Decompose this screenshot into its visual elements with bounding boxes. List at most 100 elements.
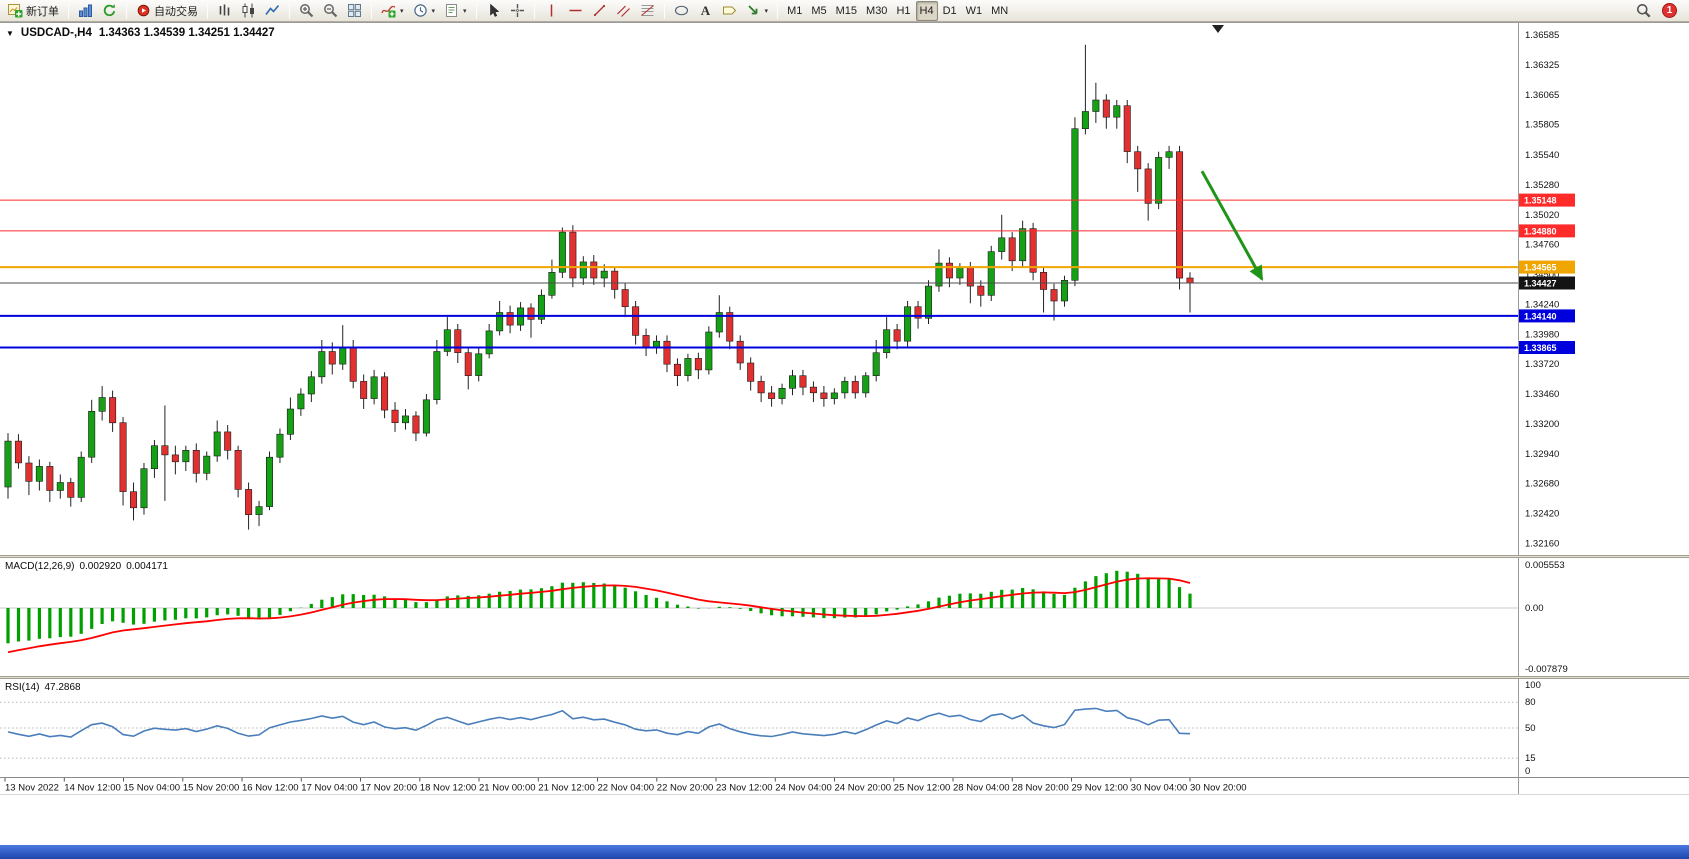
timeframe-M15-button[interactable]: M15 xyxy=(832,1,861,21)
svg-text:50: 50 xyxy=(1525,723,1536,734)
dropdown-caret-icon: ▾ xyxy=(764,7,769,15)
chart-shift-marker-icon[interactable] xyxy=(1212,25,1224,33)
time-axis-canvas[interactable]: 13 Nov 2022 14 Nov 12:00 15 Nov 04:00 15 No… xyxy=(0,777,1689,794)
zoomin-icon xyxy=(300,4,314,18)
chart-menu-icon[interactable]: ▼ xyxy=(6,28,14,38)
svg-text:1.34140: 1.34140 xyxy=(1524,311,1557,321)
shapes-icon xyxy=(674,5,688,16)
search-button[interactable] xyxy=(1632,1,1655,21)
clock-icon xyxy=(413,4,427,17)
timeframe-H1-button[interactable]: H1 xyxy=(892,1,914,21)
taskbar xyxy=(0,845,1689,859)
time-axis-svg: 13 Nov 2022 14 Nov 12:00 15 Nov 04:00 15 No… xyxy=(0,777,1689,794)
text-button[interactable]: A xyxy=(694,1,717,21)
timeframe-M1-button[interactable]: M1 xyxy=(783,1,806,21)
bars-icon xyxy=(219,4,230,16)
indicators-button[interactable]: ▾ xyxy=(377,1,408,21)
autotrading-button[interactable]: 自动交易 xyxy=(132,1,202,21)
toolbar-separator xyxy=(68,2,69,19)
fibonacci-button[interactable] xyxy=(636,1,659,21)
timeframe-M30-button[interactable]: M30 xyxy=(862,1,891,21)
rsi-canvas[interactable]: 100 80 50 15 0 xyxy=(0,679,1689,777)
search-icon xyxy=(1637,4,1651,18)
new-order-button[interactable]: 新订单 xyxy=(4,1,63,21)
toolbar-separator xyxy=(663,2,665,19)
svg-text:1.36325: 1.36325 xyxy=(1525,60,1559,71)
time-axis-labels[interactable]: 13 Nov 2022 14 Nov 12:00 15 Nov 04:00 15 No… xyxy=(4,778,1247,794)
svg-text:1.32160: 1.32160 xyxy=(1525,538,1559,549)
tile-windows-button[interactable] xyxy=(343,1,366,21)
timeframe-D1-button[interactable]: D1 xyxy=(939,1,961,21)
line-chart-button[interactable] xyxy=(261,1,284,21)
macd-canvas[interactable]: 0.005553 0.00 -0.007879 xyxy=(0,558,1689,676)
svg-text:30 Nov 20:00: 30 Nov 20:00 xyxy=(1190,783,1247,794)
svg-text:30 Nov 04:00: 30 Nov 04:00 xyxy=(1131,783,1188,794)
price-chart-panel[interactable]: 1.36585 1.36325 1.36065 1.35805 1.35540 1.352… xyxy=(0,22,1689,556)
refresh-icon xyxy=(103,4,116,17)
zoom-in-button[interactable] xyxy=(295,1,318,21)
timeframe-M5-button[interactable]: M5 xyxy=(807,1,830,21)
label-icon xyxy=(722,6,736,15)
panel-splitter-macd[interactable] xyxy=(0,555,1689,558)
svg-text:-0.007879: -0.007879 xyxy=(1525,664,1568,675)
svg-text:1.33200: 1.33200 xyxy=(1525,419,1559,430)
svg-text:25 Nov 12:00: 25 Nov 12:00 xyxy=(894,783,951,794)
bearish-projection-arrow[interactable] xyxy=(1200,170,1264,281)
horizontal-line-button[interactable] xyxy=(564,1,587,21)
candlesticks xyxy=(4,44,1194,530)
vertical-line-button[interactable] xyxy=(540,1,563,21)
trend-icon xyxy=(593,4,605,17)
chart-symbol-label: USDCAD-,H4 xyxy=(20,27,92,39)
templates-button[interactable]: ▾ xyxy=(440,1,471,21)
svg-text:1.34427: 1.34427 xyxy=(1524,279,1557,289)
crosshair-button[interactable] xyxy=(506,1,529,21)
rsi-axis: 100 80 50 15 0 xyxy=(1525,680,1541,777)
macd-value-signal: 0.004171 xyxy=(126,561,168,572)
time-axis-panel[interactable]: 13 Nov 2022 14 Nov 12:00 15 Nov 04:00 15 No… xyxy=(0,777,1689,794)
svg-text:1.34880: 1.34880 xyxy=(1524,226,1557,236)
panel-splitter-rsi[interactable] xyxy=(0,676,1689,679)
svg-text:18 Nov 12:00: 18 Nov 12:00 xyxy=(420,783,477,794)
rsi-value: 47.2868 xyxy=(44,682,81,693)
price-tags: 1.35148 1.34880 1.34565 1.34427 1.34140 1.338… xyxy=(1519,193,1575,354)
macd-panel[interactable]: 0.005553 0.00 -0.007879 MACD(12,26,9) 0.002… xyxy=(0,558,1689,676)
charts-button[interactable] xyxy=(74,1,97,21)
refresh-button[interactable] xyxy=(98,1,121,21)
label-button[interactable] xyxy=(718,1,741,21)
cursor-icon xyxy=(489,3,499,17)
notification-badge[interactable]: 1 xyxy=(1662,3,1677,18)
macd-signal-line[interactable] xyxy=(7,577,1191,654)
autotrade-icon xyxy=(137,4,150,17)
price-axis[interactable]: 1.36585 1.36325 1.36065 1.35805 1.35540 1.352… xyxy=(1525,30,1559,549)
svg-text:A: A xyxy=(700,3,710,18)
timeframe-W1-button[interactable]: W1 xyxy=(962,1,987,21)
cursor-button[interactable] xyxy=(482,1,505,21)
svg-text:16 Nov 12:00: 16 Nov 12:00 xyxy=(242,783,299,794)
rsi-svg: 100 80 50 15 0 xyxy=(0,679,1541,777)
arrows-button[interactable]: ▾ xyxy=(742,1,773,21)
rsi-line[interactable] xyxy=(7,707,1191,738)
macd-histogram[interactable] xyxy=(6,570,1192,644)
toolbar-separator xyxy=(126,2,127,19)
channel-button[interactable] xyxy=(612,1,635,21)
svg-text:0: 0 xyxy=(1525,766,1530,777)
dropdown-caret-icon: ▾ xyxy=(400,7,404,15)
timeframe-MN-button[interactable]: MN xyxy=(987,1,1012,21)
price-chart-canvas[interactable]: 1.36585 1.36325 1.36065 1.35805 1.35540 1.352… xyxy=(0,23,1689,556)
zoom-out-button[interactable] xyxy=(319,1,342,21)
toolbar-separator xyxy=(371,2,372,19)
timeframe-H4-button[interactable]: H4 xyxy=(915,0,938,21)
zoomout-icon xyxy=(324,4,338,18)
chart-title: ▼ USDCAD-,H4 1.34363 1.34539 1.34251 1.3… xyxy=(6,27,275,39)
svg-text:1.36585: 1.36585 xyxy=(1525,30,1559,41)
fibo-icon xyxy=(640,5,654,16)
template-icon xyxy=(446,4,458,17)
candlestick-chart-button[interactable] xyxy=(237,1,260,21)
bar-chart-button[interactable] xyxy=(213,1,236,21)
shapes-button[interactable] xyxy=(670,1,693,21)
rsi-panel[interactable]: 100 80 50 15 0 RSI(14) 47.2868 xyxy=(0,679,1689,777)
periods-button[interactable]: ▾ xyxy=(409,1,440,21)
toolbar-left: 新订单 自动交易 ▾ ▾ ▾ A ▾ M1 M5 M15 M30 H1 H4 D1 W1 MN xyxy=(4,0,1012,21)
trendline-button[interactable] xyxy=(588,1,611,21)
